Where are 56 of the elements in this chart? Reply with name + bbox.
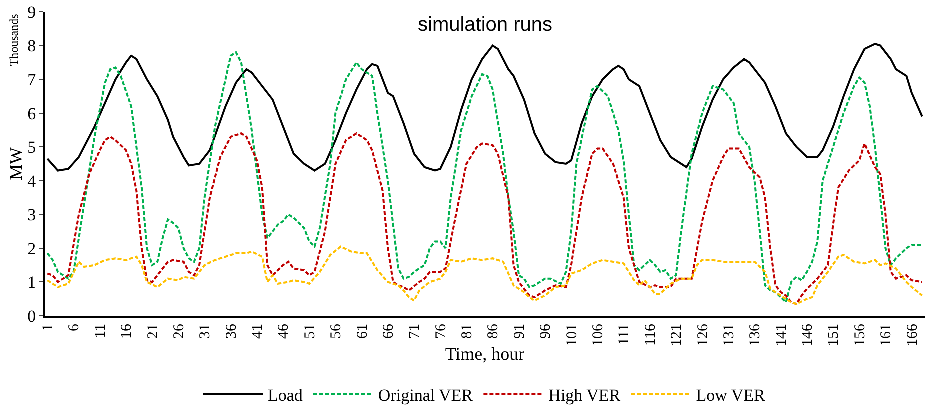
x-tick-label: 146: [800, 324, 816, 346]
x-tick-label: 141: [774, 324, 790, 346]
x-tick-label: 16: [119, 324, 136, 339]
line-series: [46, 132, 924, 306]
x-tick-label: 66: [380, 324, 397, 339]
x-tick-label: 26: [171, 324, 188, 339]
x-tick-label: 51: [302, 324, 318, 339]
x-tick-label: 36: [224, 324, 240, 339]
x-tick-label: 56: [328, 324, 345, 339]
x-axis-title: Time, hour: [445, 344, 525, 364]
x-tick-label: 11: [92, 324, 109, 338]
x-tick-label: 166: [904, 324, 921, 346]
y-tick-label: 6: [28, 104, 36, 124]
x-tick-label: 106: [590, 324, 606, 346]
x-tick-label: 91: [512, 324, 528, 339]
legend-label: High VER: [548, 386, 622, 405]
y-tick-label: 5: [28, 138, 36, 158]
x-tick-label: 101: [564, 324, 580, 346]
line-series: [46, 43, 924, 172]
x-tick-label: 126: [695, 324, 712, 346]
x-tick-label: 76: [433, 324, 450, 339]
x-tick-label: 116: [642, 324, 659, 346]
y-tick-label: 0: [28, 306, 36, 326]
y-tick-label: 8: [28, 36, 36, 56]
x-tick-label: 46: [276, 324, 292, 339]
x-tick-label: 96: [538, 324, 554, 339]
x-tick-label: 61: [354, 324, 371, 339]
y-tick-label: 2: [28, 239, 36, 258]
x-tick-label: 161: [878, 324, 895, 346]
x-tick-label: 1: [40, 324, 56, 332]
x-tick-label: 86: [486, 324, 502, 339]
x-tick-label: 151: [826, 324, 842, 346]
x-tick-label: 136: [748, 324, 764, 346]
x-tick-label: 31: [198, 324, 214, 339]
legend-label: Low VER: [696, 386, 766, 405]
x-tick-label: 6: [66, 324, 83, 332]
y-tick-label: 1: [28, 273, 36, 292]
x-tick-label: 156: [852, 324, 868, 346]
line-series: [46, 246, 924, 306]
y-tick-label: 9: [28, 2, 36, 22]
x-tick-label: 21: [145, 324, 162, 339]
x-tick-label: 121: [669, 324, 686, 346]
text: Thousands: [7, 14, 22, 66]
x-tick-label: 111: [616, 324, 633, 346]
y-axis-title: MW: [6, 147, 26, 180]
x-tick-label: 81: [460, 324, 476, 339]
y-tick-label: 4: [28, 172, 37, 191]
y-tick-label: 7: [28, 70, 37, 90]
x-tick-label: 71: [407, 324, 424, 339]
legend-label: Load: [268, 386, 304, 405]
y-tick-label: 3: [28, 206, 36, 225]
x-tick-label: 131: [721, 324, 738, 346]
line-series: [46, 52, 924, 304]
chart-title: simulation runs: [418, 14, 553, 36]
legend-label: Original VER: [378, 386, 474, 405]
x-tick-label: 41: [250, 324, 266, 339]
